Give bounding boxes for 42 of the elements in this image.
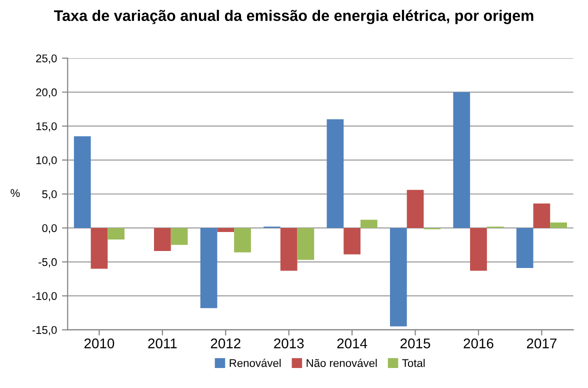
bar xyxy=(453,92,470,228)
x-tick-label: 2015 xyxy=(400,338,430,348)
y-tick-label: -10,0 xyxy=(32,292,57,302)
bar xyxy=(170,228,188,245)
bar xyxy=(360,220,378,228)
x-tick-label: 2011 xyxy=(148,338,177,348)
bar xyxy=(74,136,91,228)
x-tick-label: 2012 xyxy=(210,338,240,348)
bar xyxy=(406,190,424,228)
bar xyxy=(297,228,314,260)
legend-label: Total xyxy=(402,358,425,368)
bar xyxy=(516,228,534,268)
y-tick-label: 5,0 xyxy=(42,190,57,200)
x-tick-label: 2016 xyxy=(464,338,494,348)
y-tick-label: -15,0 xyxy=(32,326,57,336)
y-axis-title: % xyxy=(10,189,20,197)
bar xyxy=(550,222,567,228)
bar xyxy=(326,119,344,228)
x-tick-label: 2013 xyxy=(274,338,304,348)
y-tick-label: 10,0 xyxy=(36,156,57,166)
bar xyxy=(90,228,108,269)
legend-label: Renovável xyxy=(230,358,281,368)
bar xyxy=(344,228,360,254)
bar xyxy=(108,228,125,240)
y-tick-label: 20,0 xyxy=(36,88,57,98)
bar xyxy=(470,228,487,271)
bar xyxy=(533,204,550,228)
y-tick-label: 15,0 xyxy=(36,122,57,132)
bar xyxy=(200,228,218,308)
bar xyxy=(154,228,171,252)
x-tick-label: 2010 xyxy=(84,338,114,348)
x-tick-label: 2017 xyxy=(526,338,556,348)
y-tick-label: 25,0 xyxy=(36,54,57,64)
y-tick-label: -5,0 xyxy=(38,258,57,268)
y-tick-label: 0,0 xyxy=(42,224,57,234)
legend-label: Não renovável xyxy=(306,358,377,368)
bar xyxy=(390,228,407,326)
bar xyxy=(234,228,251,252)
x-tick-label: 2014 xyxy=(337,338,368,348)
bar xyxy=(280,228,298,271)
chart-title: Taxa de variação anual da emissão de energia elétrica, por origem xyxy=(54,10,534,24)
bar xyxy=(217,228,234,232)
